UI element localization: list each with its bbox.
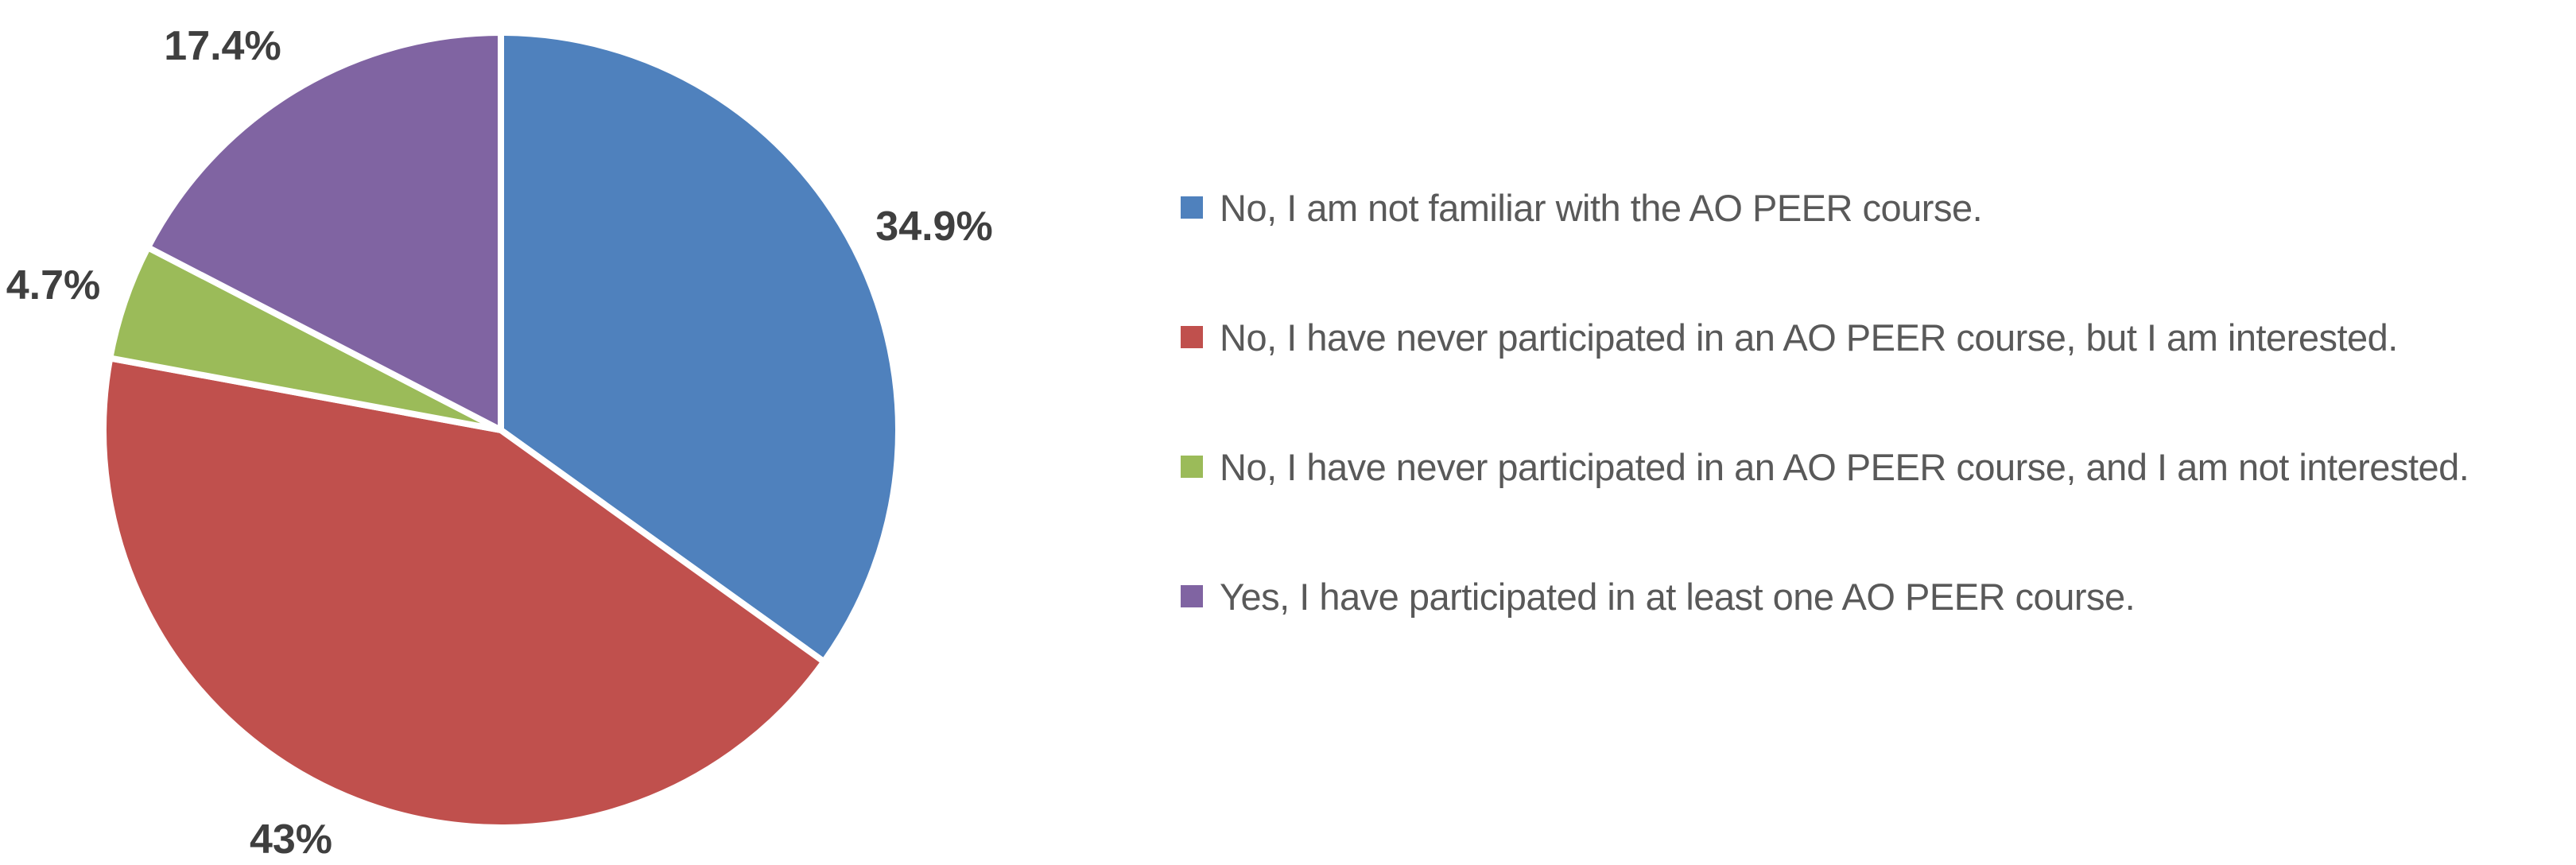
pie-data-label-3: 17.4%: [164, 23, 281, 69]
legend-color-swatch-2: [1181, 456, 1203, 478]
pie-slice-0: [498, 29, 902, 665]
legend-item-label-3: Yes, I have participated in at least one…: [1220, 576, 2136, 618]
legend-item-3: Yes, I have participated in at least one…: [1181, 568, 2564, 626]
pie-data-label-1: 43%: [249, 817, 333, 863]
pie-data-label-0: 34.9%: [875, 204, 993, 250]
legend-item-0: No, I am not familiar with the AO PEER c…: [1181, 180, 2564, 237]
legend-color-swatch-1: [1181, 326, 1203, 348]
legend-item-label-2: No, I have never participated in an AO P…: [1220, 446, 2469, 488]
pie-data-label-2: 4.7%: [6, 262, 101, 308]
legend-color-swatch-0: [1181, 196, 1203, 219]
pie-slices-group: [100, 29, 902, 831]
legend-item-2: No, I have never participated in an AO P…: [1181, 439, 2564, 496]
pie-slice-1: [100, 355, 828, 831]
chart-legend: No, I am not familiar with the AO PEER c…: [1181, 180, 2564, 832]
legend-item-1: No, I have never participated in an AO P…: [1181, 309, 2564, 367]
legend-item-label-1: No, I have never participated in an AO P…: [1220, 316, 2398, 359]
legend-color-swatch-3: [1181, 585, 1203, 607]
legend-item-label-0: No, I am not familiar with the AO PEER c…: [1220, 187, 1983, 229]
pie-slice-3: [144, 29, 504, 433]
